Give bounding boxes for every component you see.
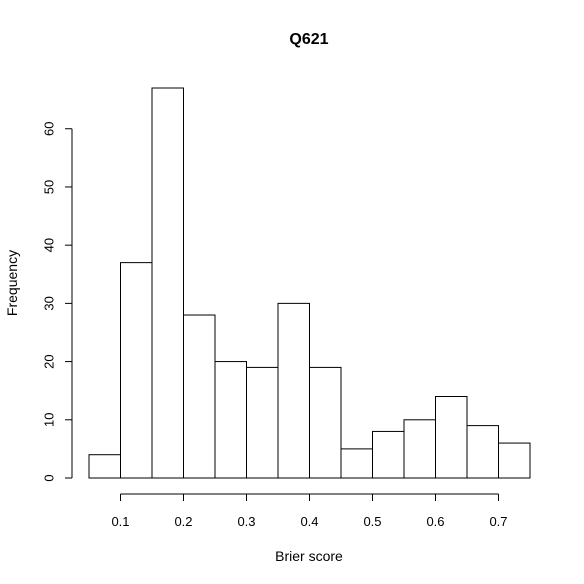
x-axis-label: Brier score <box>275 548 343 564</box>
histogram-bar <box>372 430 405 479</box>
x-axis: 0.1 0.2 0.3 0.4 0.5 0.6 0.7 <box>111 493 508 529</box>
y-axis-tick-label: 50 <box>41 180 56 194</box>
x-axis-tick-label: 0.6 <box>426 514 444 529</box>
histogram-bar <box>214 361 247 479</box>
histogram-bar <box>246 366 279 479</box>
x-axis-tick-label: 0.4 <box>300 514 318 529</box>
histogram-bar <box>277 302 310 479</box>
y-axis-tick-label: 60 <box>41 122 56 136</box>
histogram-bar <box>88 454 121 479</box>
y-axis-tick-label: 0 <box>41 474 56 481</box>
histogram-bar <box>435 396 468 479</box>
x-axis-tick-label: 0.5 <box>363 514 381 529</box>
y-axis-tick-label: 40 <box>41 238 56 252</box>
histogram-bar <box>151 87 184 479</box>
histogram-bars <box>88 87 531 479</box>
y-axis-tick-label: 20 <box>41 354 56 368</box>
histogram-bar <box>309 366 342 479</box>
histogram-bar <box>498 442 531 479</box>
x-axis-tick-label: 0.3 <box>237 514 255 529</box>
y-axis: 0 10 20 30 40 50 60 <box>41 122 73 482</box>
x-axis-tick-label: 0.2 <box>174 514 192 529</box>
histogram-bar <box>403 419 436 479</box>
histogram-bar <box>466 425 499 479</box>
chart-title: Q621 <box>289 31 328 48</box>
x-axis-tick-label: 0.1 <box>111 514 129 529</box>
y-axis-label: Frequency <box>4 250 20 316</box>
histogram-bar <box>120 262 153 479</box>
histogram-bar <box>340 448 373 479</box>
y-axis-tick-label: 10 <box>41 413 56 427</box>
x-axis-tick-label: 0.7 <box>489 514 507 529</box>
y-axis-tick-label: 30 <box>41 296 56 310</box>
histogram-bar <box>183 314 216 479</box>
